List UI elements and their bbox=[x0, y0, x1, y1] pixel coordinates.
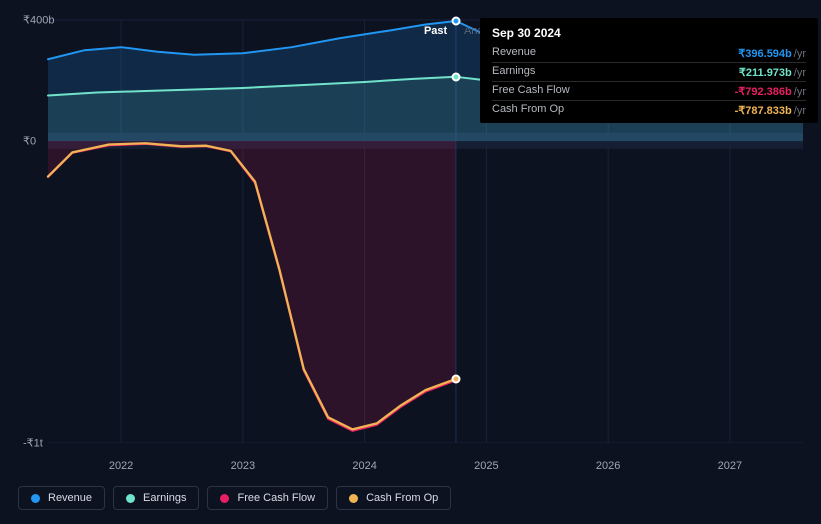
y-axis-tick: ₹400b bbox=[23, 14, 54, 27]
tooltip-metric-value: ₹396.594b bbox=[738, 48, 791, 60]
x-axis-tick: 2024 bbox=[352, 460, 376, 472]
tooltip-metric-value: ₹211.973b bbox=[739, 67, 792, 79]
tooltip-metric-label: Earnings bbox=[492, 65, 535, 79]
legend-dot-icon bbox=[349, 494, 358, 503]
tooltip-row: Earnings ₹211.973b/yr bbox=[492, 63, 806, 82]
tooltip-date: Sep 30 2024 bbox=[492, 26, 806, 40]
tooltip-metric-label: Revenue bbox=[492, 46, 536, 60]
x-axis-tick: 2025 bbox=[474, 460, 498, 472]
legend-label: Revenue bbox=[48, 492, 92, 504]
x-axis-tick: 2026 bbox=[596, 460, 620, 472]
legend-label: Earnings bbox=[143, 492, 186, 504]
legend-dot-icon bbox=[220, 494, 229, 503]
tooltip-metric-label: Free Cash Flow bbox=[492, 84, 570, 98]
chart-tooltip: Sep 30 2024 Revenue ₹396.594b/yr Earnings ₹… bbox=[480, 18, 818, 123]
series-marker bbox=[451, 17, 460, 26]
x-axis-tick: 2022 bbox=[109, 460, 133, 472]
legend-dot-icon bbox=[31, 494, 40, 503]
legend-item[interactable]: Cash From Op bbox=[336, 486, 451, 510]
tooltip-metric-value: -₹792.386b bbox=[735, 86, 792, 98]
tooltip-metric-label: Cash From Op bbox=[492, 103, 564, 117]
chart-legend: Revenue Earnings Free Cash Flow Cash From O… bbox=[18, 486, 451, 510]
legend-item[interactable]: Earnings bbox=[113, 486, 199, 510]
tooltip-row: Cash From Op -₹787.833b/yr bbox=[492, 101, 806, 119]
tooltip-row: Free Cash Flow -₹792.386b/yr bbox=[492, 82, 806, 101]
legend-label: Cash From Op bbox=[366, 492, 438, 504]
tooltip-metric-unit: /yr bbox=[794, 48, 806, 60]
tooltip-metric-unit: /yr bbox=[794, 105, 806, 117]
x-axis-tick: 2023 bbox=[231, 460, 255, 472]
y-axis-tick: ₹0 bbox=[23, 134, 36, 147]
series-marker bbox=[451, 374, 460, 383]
tooltip-metric-unit: /yr bbox=[794, 67, 806, 79]
series-marker bbox=[451, 72, 460, 81]
past-section-label: Past bbox=[424, 25, 447, 37]
financials-chart: ₹400b₹0-₹1t Past Analysts Forecasts 2022… bbox=[18, 0, 821, 524]
legend-label: Free Cash Flow bbox=[237, 492, 315, 504]
legend-dot-icon bbox=[126, 494, 135, 503]
tooltip-row: Revenue ₹396.594b/yr bbox=[492, 44, 806, 63]
tooltip-metric-value: -₹787.833b bbox=[735, 105, 792, 117]
y-axis-tick: -₹1t bbox=[23, 437, 43, 450]
x-axis-tick: 2027 bbox=[718, 460, 742, 472]
legend-item[interactable]: Revenue bbox=[18, 486, 105, 510]
tooltip-metric-unit: /yr bbox=[794, 86, 806, 98]
legend-item[interactable]: Free Cash Flow bbox=[207, 486, 328, 510]
